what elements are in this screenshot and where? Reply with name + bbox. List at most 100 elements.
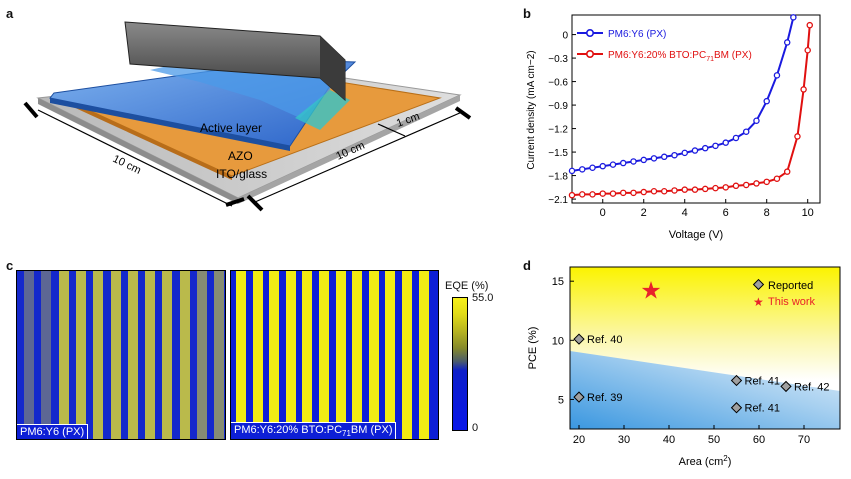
jv-point	[589, 164, 596, 171]
pce-ref-label: Ref. 42	[794, 381, 829, 393]
eqe-stripe	[252, 271, 263, 439]
jv-chart: 0 2 4 6 8 10 0 −0.3 −0.6 −0.9 −1.2 −1.5 −1.8 −2.1 Vol…	[526, 14, 821, 241]
jv-xtick-label: 10	[802, 207, 814, 219]
jv-point	[599, 190, 606, 197]
jv-point	[806, 21, 814, 29]
jv-plot-frame	[571, 14, 821, 204]
eqe-stripe	[402, 271, 412, 439]
pce-plot-frame	[569, 266, 841, 430]
eqe-stripe	[24, 271, 34, 439]
pce-this-work-star: ★	[640, 278, 662, 305]
jv-point	[650, 155, 658, 162]
eqe-stripe	[269, 271, 280, 439]
jv-point	[753, 117, 760, 125]
jv-point	[599, 162, 606, 170]
panel-label-d: d	[523, 258, 531, 273]
eqe-stripe	[418, 271, 429, 439]
colorbar-title: EQE (%)	[445, 280, 489, 292]
jv-point	[712, 184, 719, 192]
jv-point	[701, 185, 709, 193]
eqe-stripe	[179, 271, 190, 439]
jv-point	[650, 187, 658, 195]
eqe-stripe	[145, 271, 156, 439]
jv-legend: PM6:Y6 (PX) PM6:Y6:20% BTO:PC71BM (PX)	[577, 28, 752, 63]
eqe-stripe	[197, 271, 207, 439]
jv-ylabel: Current density (mA cm−2)	[526, 50, 537, 169]
pce-xtick-label: 60	[753, 434, 765, 446]
jv-ytick-label: −0.9	[548, 101, 568, 112]
jv-legend-2: PM6:Y6:20% BTO:PC71BM (PX)	[608, 50, 752, 63]
jv-point	[742, 181, 750, 189]
eqe-stripe	[352, 271, 363, 439]
eqe-stripe	[319, 271, 329, 439]
jv-legend-1: PM6:Y6 (PX)	[608, 29, 666, 40]
jv-point	[783, 39, 791, 46]
jv-point	[660, 153, 668, 161]
jv-point	[589, 191, 596, 198]
jv-point	[619, 189, 627, 197]
jv-ytick-label: 0	[562, 31, 568, 42]
jv-xtick-label: 6	[723, 207, 729, 219]
colorbar-max: 55.0	[472, 292, 494, 304]
eqe-stripe	[368, 271, 379, 439]
pce-ref-label: Ref. 41	[745, 376, 780, 388]
pce-ytick-label: 10	[552, 335, 564, 347]
pce-legend-reported: Reported	[768, 280, 813, 292]
eqe-colorbar	[452, 297, 468, 431]
pce-legend: Reported ★ This work	[752, 278, 816, 309]
eqe-stripe	[214, 271, 225, 439]
pce-xlabel: Area (cm2)	[679, 454, 732, 468]
label-ito-glass: ITO/glass	[216, 167, 267, 181]
jv-point	[773, 72, 781, 79]
jv-point	[763, 97, 770, 105]
jv-series-line-1	[571, 17, 795, 172]
jv-ytick-label: −1.8	[548, 172, 568, 183]
jv-point	[640, 188, 647, 196]
pce-xtick-label: 20	[573, 434, 585, 446]
jv-xtick-label: 0	[600, 207, 606, 219]
jv-point	[640, 156, 647, 164]
jv-point	[804, 47, 811, 54]
pce-ytick-label: 15	[552, 276, 564, 288]
jv-point	[790, 14, 797, 21]
jv-point	[578, 191, 586, 198]
eqe-map-pm6-y6: PM6:Y6 (PX)	[16, 270, 226, 440]
jv-point	[691, 186, 699, 193]
pce-reported-point	[573, 391, 585, 403]
jv-point	[773, 175, 781, 182]
eqe-stripe	[127, 271, 138, 439]
jv-point	[681, 186, 688, 193]
map-left-label: PM6:Y6 (PX)	[17, 424, 89, 439]
eqe-stripe	[93, 271, 104, 439]
panel-a-schematic: Active layer AZO ITO/glass 10 cm 10 cm 1…	[23, 21, 472, 212]
eqe-stripe	[162, 271, 173, 439]
jv-point	[794, 133, 801, 140]
eqe-stripe	[236, 271, 246, 439]
jv-xlabel: Voltage (V)	[669, 229, 723, 241]
eqe-stripe	[302, 271, 313, 439]
pce-ref-label: Ref. 41	[745, 403, 780, 415]
pce-ref-label: Ref. 40	[587, 334, 622, 346]
jv-point	[609, 190, 617, 197]
eqe-stripe	[58, 271, 69, 439]
jv-point	[722, 139, 729, 146]
pce-legend-this-work: This work	[768, 296, 816, 308]
jv-point	[732, 134, 740, 142]
jv-point	[660, 187, 668, 195]
panel-label-c: c	[6, 258, 14, 273]
eqe-stripe	[75, 271, 86, 439]
jv-point	[568, 167, 576, 175]
panel-label-b: b	[523, 6, 531, 21]
jv-ytick-label: −1.2	[548, 125, 568, 136]
jv-point	[671, 187, 678, 194]
jv-point	[712, 142, 719, 150]
label-dim-left: 10 cm	[111, 153, 143, 177]
jv-point	[630, 158, 637, 165]
pce-reported-point	[573, 333, 585, 345]
pce-ytick-label: 5	[558, 394, 564, 406]
jv-point	[609, 161, 617, 168]
panel-label-a: a	[6, 6, 14, 21]
jv-xtick-label: 8	[764, 207, 770, 219]
jv-point	[800, 86, 807, 93]
map-right-label: PM6:Y6:20% BTO:PC71BM (PX)	[231, 421, 397, 439]
